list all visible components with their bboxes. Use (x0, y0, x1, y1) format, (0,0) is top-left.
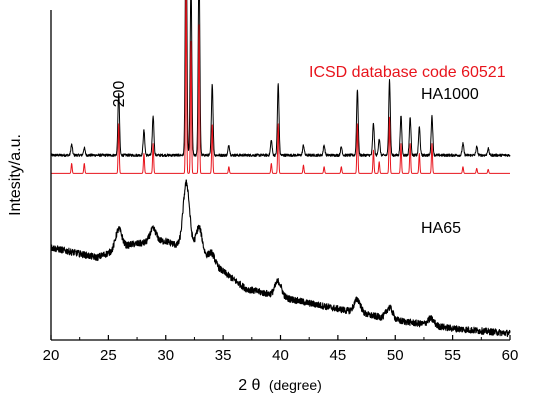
x-tick-label: 30 (157, 347, 174, 364)
annotation-peak-200: 200 (111, 81, 128, 108)
x-tick-label: 20 (43, 347, 60, 364)
annotation-ha65: HA65 (421, 220, 461, 237)
y-axis-title: Intesity/a.u. (7, 134, 24, 216)
x-tick-layer: 20 25 30 35 40 45 50 55 60 (43, 335, 519, 364)
series-layer (50, 0, 511, 338)
series-line-0 (50, 0, 511, 158)
x-axis-title-unit: (degree) (269, 377, 322, 393)
x-tick-label: 40 (272, 347, 289, 364)
x-tick-label: 35 (215, 347, 232, 364)
x-tick-label: 55 (444, 347, 461, 364)
series-line-2 (50, 179, 511, 338)
x-axis-title: 2 θ (degree) (238, 377, 322, 394)
annotation-icsd: ICSD database code 60521 (309, 64, 506, 81)
x-tick-label: 25 (100, 347, 117, 364)
annotation-ha1000: HA1000 (421, 86, 479, 103)
x-tick-label: 50 (387, 347, 404, 364)
x-tick-label: 60 (502, 347, 519, 364)
series-line-1 (50, 0, 511, 174)
x-tick-label: 45 (330, 347, 347, 364)
x-axis-title-symbol: 2 θ (238, 377, 260, 394)
